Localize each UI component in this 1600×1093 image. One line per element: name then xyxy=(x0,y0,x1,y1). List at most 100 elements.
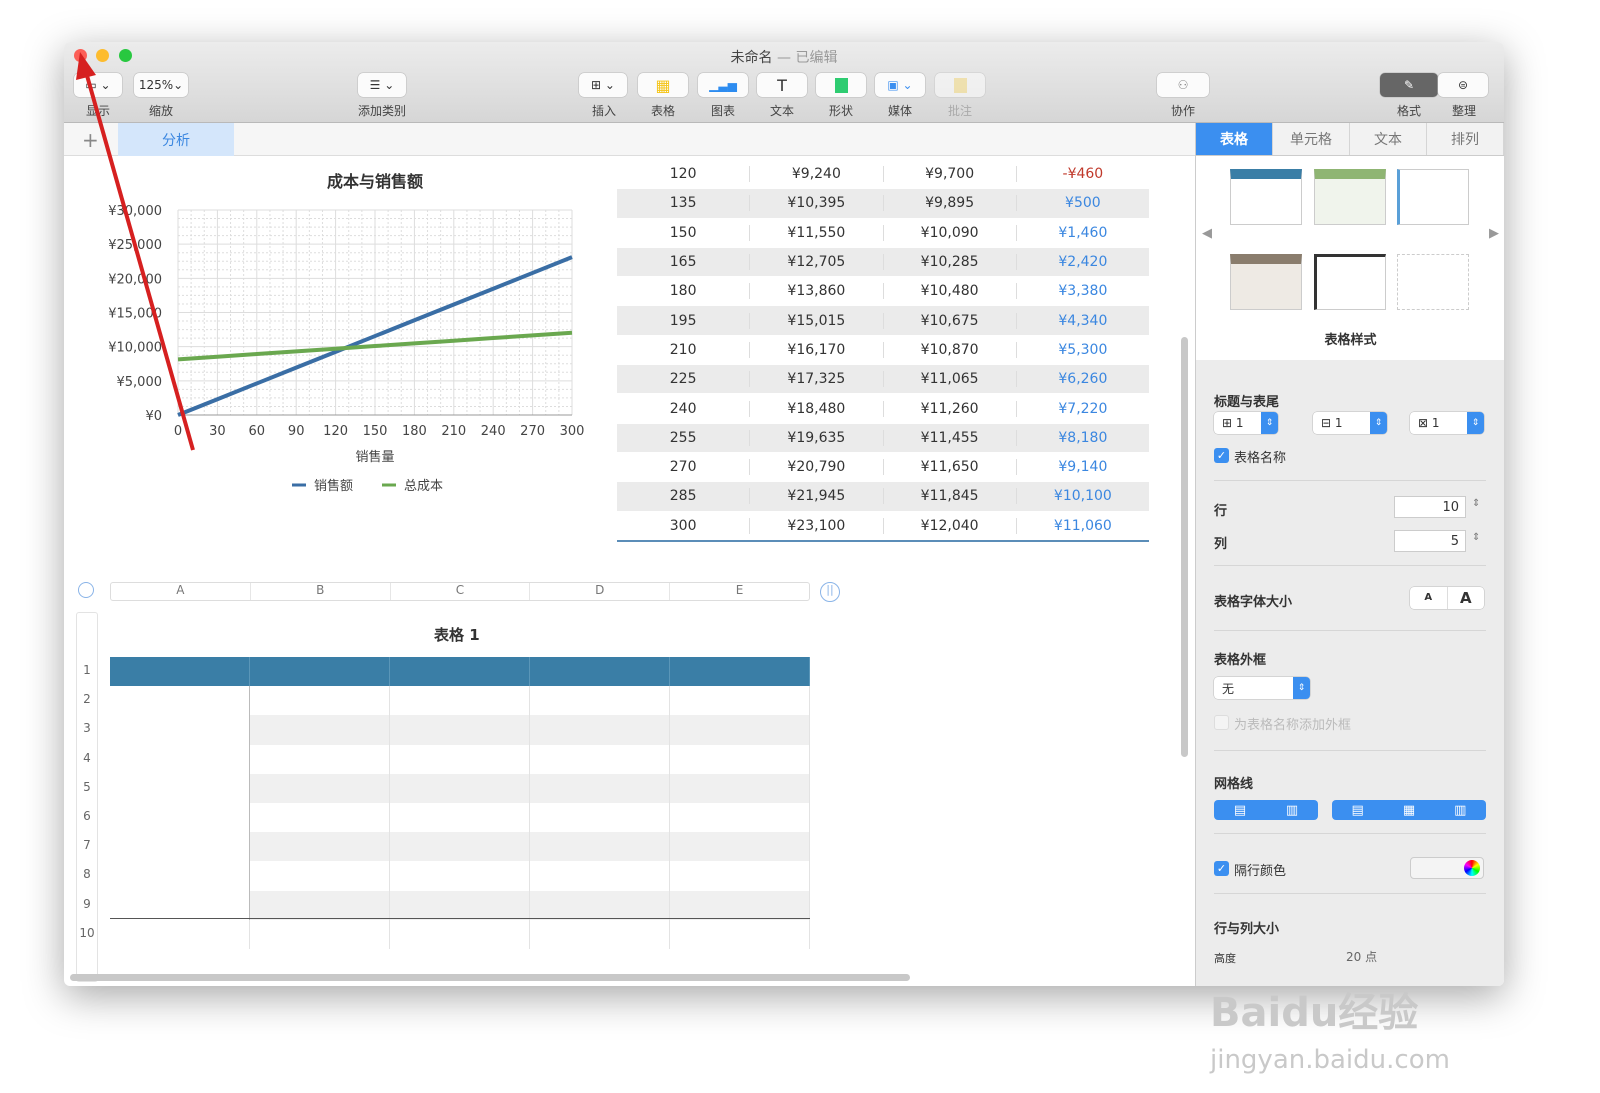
table-cell[interactable]: ¥11,550 xyxy=(749,224,882,241)
format-button[interactable]: ✎ xyxy=(1380,73,1438,97)
table-cell[interactable]: ¥16,170 xyxy=(749,341,882,358)
table-style-thumb[interactable] xyxy=(1230,254,1302,310)
table-cell[interactable]: ¥18,480 xyxy=(749,400,882,417)
cols-field[interactable]: 5 xyxy=(1394,530,1466,552)
table-cell[interactable] xyxy=(390,890,530,920)
table-cell[interactable]: ¥10,395 xyxy=(749,195,882,212)
table-cell[interactable]: 120 xyxy=(669,166,697,183)
table-cell[interactable] xyxy=(250,919,390,949)
stepper-arrows-icon[interactable]: ⇕ xyxy=(1467,412,1484,434)
table-cell[interactable]: ¥2,420 xyxy=(1015,254,1149,271)
prev-style-arrow[interactable]: ◀ xyxy=(1202,226,1212,241)
tab-table[interactable]: 表格 xyxy=(1196,123,1273,155)
table-cell[interactable] xyxy=(670,832,810,862)
row-number[interactable]: 3 xyxy=(83,721,91,736)
table-cell[interactable] xyxy=(670,744,810,774)
table-row[interactable]: 270 ¥20,790 ¥11,650 ¥9,140 xyxy=(617,453,1149,483)
color-wheel-icon[interactable] xyxy=(1464,860,1480,876)
row-number[interactable]: 7 xyxy=(83,838,91,853)
table-cell[interactable]: ¥9,895 xyxy=(882,195,1016,212)
table-row[interactable]: 150 ¥11,550 ¥10,090 ¥1,460 xyxy=(617,219,1149,248)
table-row[interactable] xyxy=(110,890,810,920)
tab-text[interactable]: 文本 xyxy=(1350,123,1427,155)
table-cell[interactable] xyxy=(530,890,670,920)
table-row[interactable] xyxy=(110,919,810,949)
table-cell[interactable]: ¥17,325 xyxy=(749,371,882,388)
table-row[interactable]: 285 ¥21,945 ¥11,845 ¥10,100 xyxy=(617,482,1149,512)
table-cell[interactable] xyxy=(670,686,810,716)
table-row[interactable] xyxy=(110,773,810,803)
table-cell[interactable]: 165 xyxy=(669,254,697,271)
table-cell[interactable] xyxy=(390,744,530,774)
table-cell[interactable] xyxy=(110,657,250,687)
sheet-tab-analysis[interactable]: 分析 xyxy=(118,123,234,156)
table-row[interactable] xyxy=(110,861,810,891)
column-header[interactable]: C xyxy=(391,583,531,600)
table-cell[interactable] xyxy=(390,832,530,862)
table-cell[interactable] xyxy=(670,890,810,920)
table-cell[interactable]: ¥23,100 xyxy=(749,517,882,534)
row-number[interactable]: 4 xyxy=(83,750,91,765)
table-cell[interactable]: ¥10,285 xyxy=(882,254,1016,271)
stepper-arrows-icon[interactable]: ⇕ xyxy=(1370,412,1387,434)
minimize-button[interactable] xyxy=(96,49,109,62)
table-cell[interactable] xyxy=(110,715,250,745)
name-outline-checkbox[interactable] xyxy=(1214,715,1229,730)
table-cell[interactable]: 285 xyxy=(669,488,697,505)
rows-stepper[interactable]: ⇕ xyxy=(1472,498,1481,509)
row-number[interactable]: 10 xyxy=(79,925,95,940)
add-column-handle[interactable]: || xyxy=(820,582,840,602)
gridline-icon[interactable]: ▤ xyxy=(1351,802,1364,818)
add-sheet-button[interactable]: + xyxy=(82,128,99,152)
table-cell[interactable]: ¥10,870 xyxy=(882,341,1016,358)
table-cell[interactable]: 255 xyxy=(669,429,697,446)
table-row[interactable] xyxy=(110,744,810,774)
table-cell[interactable] xyxy=(250,657,390,687)
table-cell[interactable] xyxy=(670,919,810,949)
table-cell[interactable]: 270 xyxy=(669,459,697,476)
next-style-arrow[interactable]: ▶ xyxy=(1489,226,1499,241)
table-cell[interactable]: ¥11,845 xyxy=(882,488,1016,505)
organize-button[interactable]: ⊜ xyxy=(1438,73,1488,97)
table-cell[interactable]: 180 xyxy=(669,283,697,300)
alternate-color-well[interactable] xyxy=(1410,857,1484,879)
table-cell[interactable]: ¥10,480 xyxy=(882,283,1016,300)
table-button[interactable]: ▦ xyxy=(638,73,688,97)
table-cell[interactable]: ¥8,180 xyxy=(1015,429,1149,446)
row-number[interactable]: 6 xyxy=(83,809,91,823)
table-cell[interactable]: ¥4,340 xyxy=(1015,312,1149,329)
cost-sales-chart[interactable]: 成本与销售额 0 30 60 90 120 150 180 210 240 270 300 ¥0 ¥5,0… xyxy=(74,160,614,500)
table-cell[interactable]: ¥20,790 xyxy=(749,459,882,476)
table-cell[interactable]: ¥7,220 xyxy=(1015,400,1149,417)
table-cell[interactable]: ¥15,015 xyxy=(749,312,882,329)
height-field[interactable]: 20 点 xyxy=(1346,950,1378,964)
table-row[interactable] xyxy=(110,657,810,687)
table-cell[interactable] xyxy=(110,802,250,833)
media-button[interactable]: ▣ ⌄ xyxy=(875,73,925,97)
shape-button[interactable] xyxy=(816,73,866,97)
table-cell[interactable] xyxy=(390,686,530,716)
table-style-thumb[interactable] xyxy=(1230,169,1302,225)
table-row[interactable] xyxy=(110,715,810,745)
table-cell[interactable] xyxy=(530,744,670,774)
table-style-thumb[interactable] xyxy=(1314,254,1386,310)
decrease-font-button[interactable]: A xyxy=(1410,587,1448,609)
table-row[interactable]: 210 ¥16,170 ¥10,870 ¥5,300 xyxy=(617,336,1149,366)
table-cell[interactable] xyxy=(390,861,530,891)
collaborate-button[interactable]: ⚇ xyxy=(1157,73,1209,97)
add-category-button[interactable]: ☰ ⌄ xyxy=(358,73,406,97)
table-cell[interactable]: ¥1,460 xyxy=(1015,224,1149,241)
zoom-button[interactable] xyxy=(119,49,132,62)
table-cell[interactable]: 150 xyxy=(669,224,697,241)
table-cell[interactable] xyxy=(530,686,670,716)
rows-field[interactable]: 10 xyxy=(1394,496,1466,518)
table-row[interactable]: 255 ¥19,635 ¥11,455 ¥8,180 xyxy=(617,423,1149,453)
table-row[interactable]: 240 ¥18,480 ¥11,260 ¥7,220 xyxy=(617,394,1149,424)
table-cell[interactable]: ¥12,705 xyxy=(749,254,882,271)
table-cell[interactable] xyxy=(110,861,250,891)
column-header[interactable]: B xyxy=(251,583,391,600)
table-cell[interactable]: ¥500 xyxy=(1015,195,1149,212)
vertical-scrollbar[interactable] xyxy=(1181,337,1188,757)
table-cell[interactable] xyxy=(390,919,530,949)
table-cell[interactable] xyxy=(110,832,250,862)
